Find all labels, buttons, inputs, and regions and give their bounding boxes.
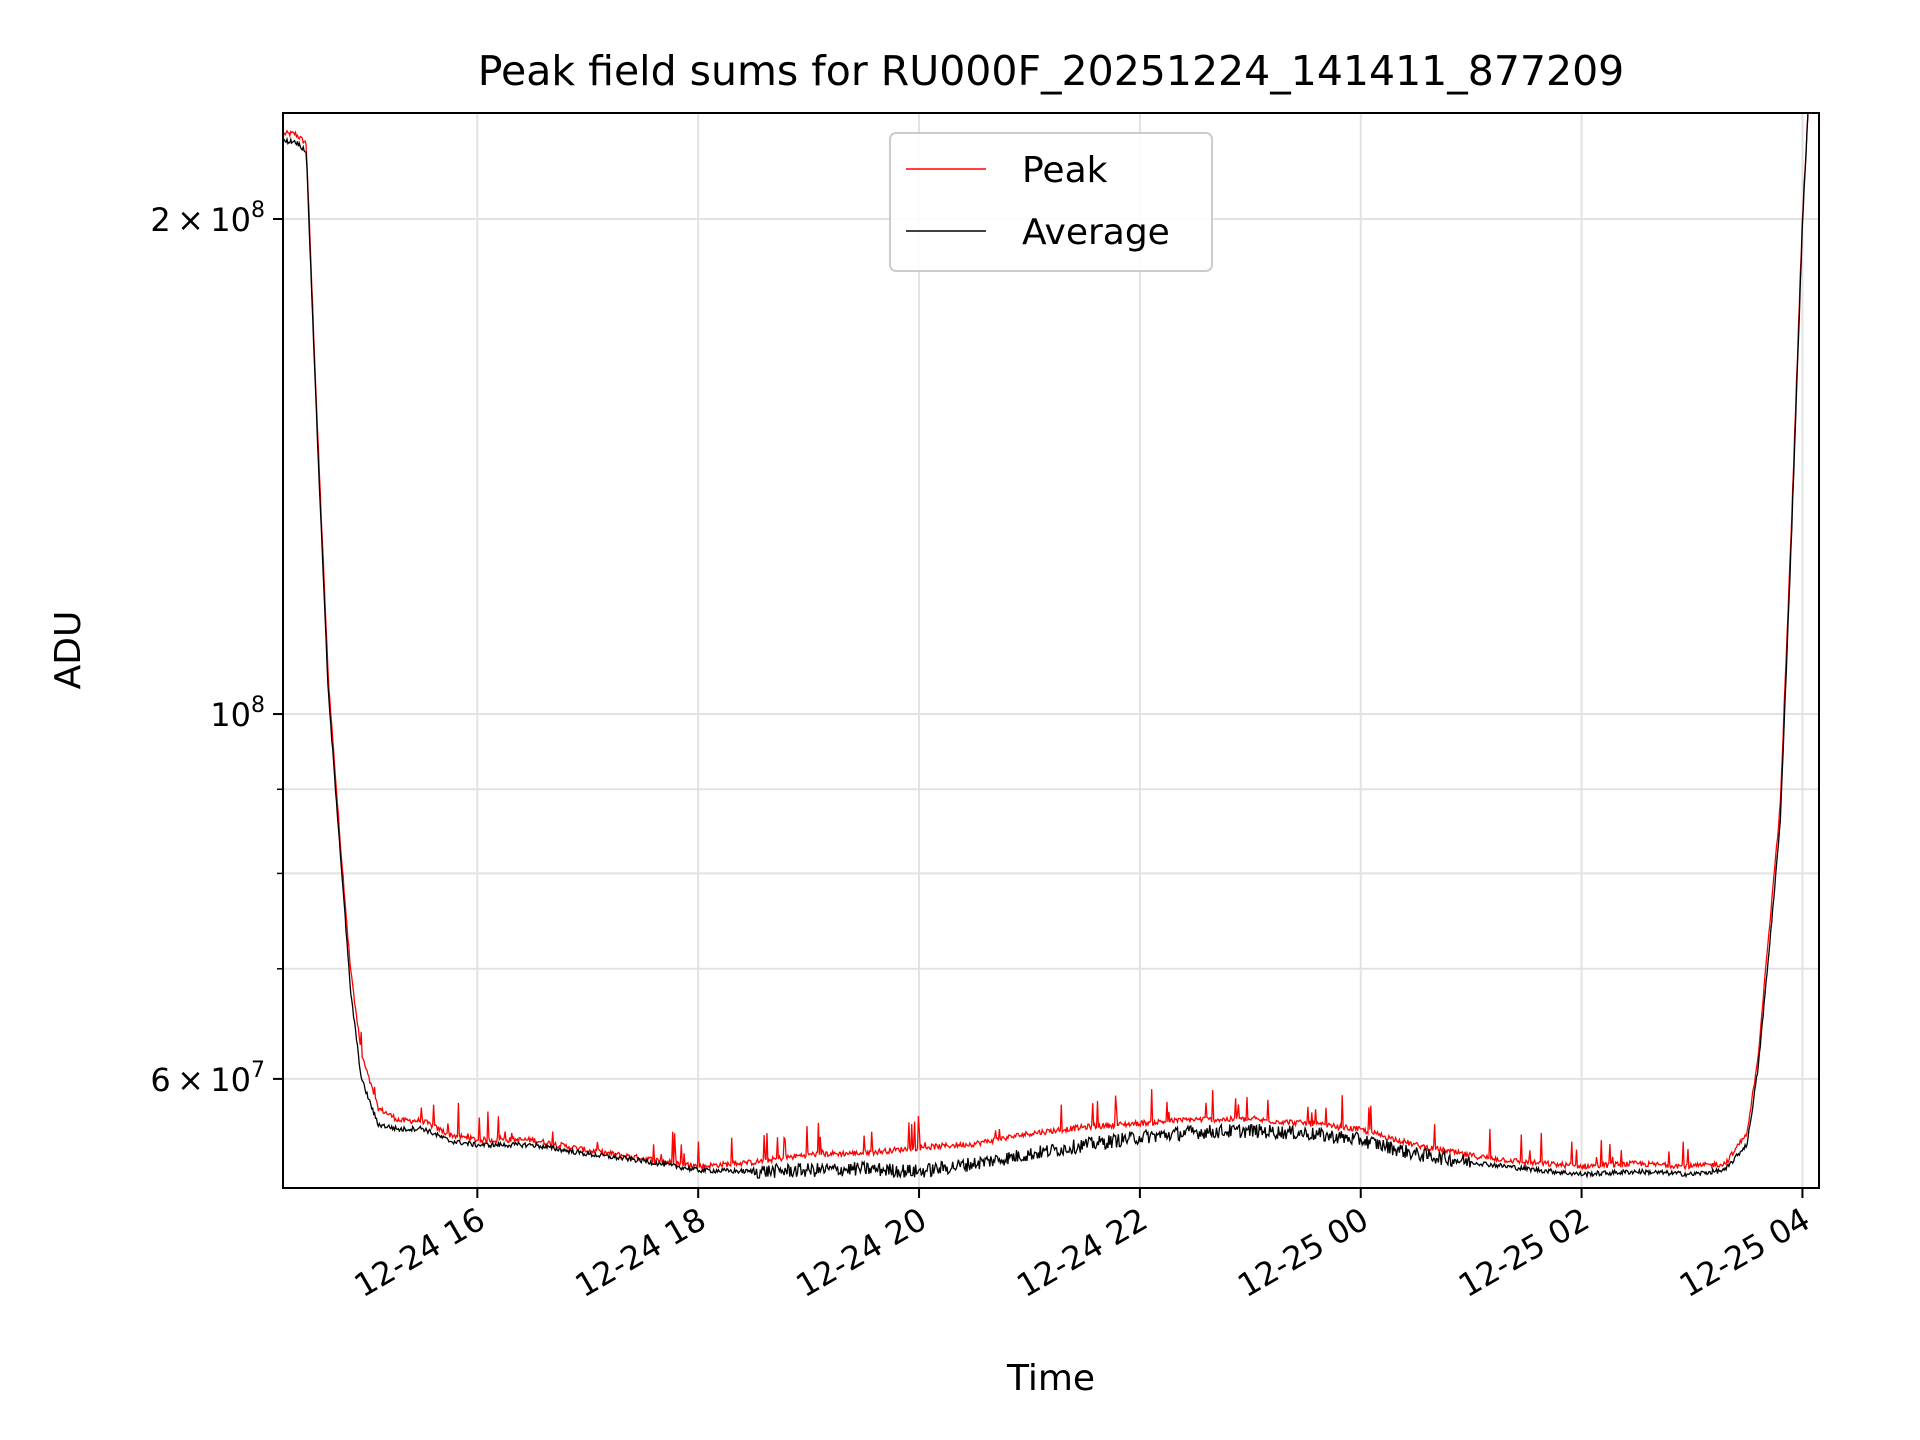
y-tick-label: 2 × 108 [150,198,265,239]
y-axis-ticks: 6 × 107 108 2 × 108 [150,198,283,1099]
grid-lines [283,113,1819,1188]
y-tick-label: 6 × 107 [150,1058,265,1099]
legend-box [889,132,1213,272]
legend: Peak Average [889,132,1213,272]
x-axis-label: Time [1006,1358,1095,1399]
chart-title: Peak field sums for RU000F_20251224_1414… [478,47,1625,95]
plot-area-frame [282,112,1820,1189]
y-tick-label: 108 [210,693,265,734]
legend-average-label: Average [1022,212,1170,253]
y-axis-label: ADU [48,611,89,690]
legend-peak-label: Peak [1022,150,1108,191]
series-lines [283,112,1809,1179]
average-series-line [283,112,1809,1179]
peak-series-line [283,112,1809,1171]
